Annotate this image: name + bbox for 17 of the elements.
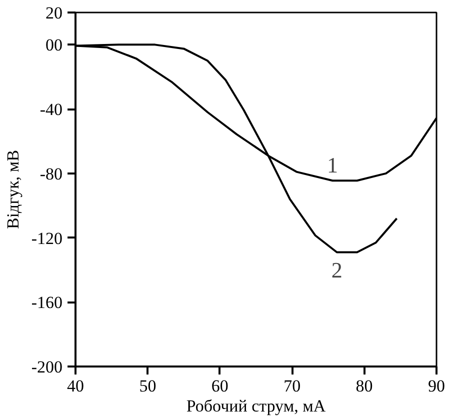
x-axis-title: Робочий струм, мА [186, 396, 326, 416]
y-tick-label: -120 [31, 228, 63, 248]
x-tick-label: 70 [284, 376, 301, 396]
series-label: 2 [331, 257, 342, 282]
y-tick-label: -80 [40, 164, 63, 184]
x-tick-label: 90 [428, 376, 445, 396]
y-axis-title: Відгук, мВ [3, 150, 22, 230]
y-tick-label: -200 [31, 358, 63, 376]
y-tick-label: -40 [40, 100, 63, 120]
y-tick-label: 20 [46, 4, 62, 22]
y-tick-label: -160 [31, 293, 63, 312]
series-label: 1 [327, 152, 338, 178]
x-tick-label: 50 [139, 376, 156, 396]
x-tick-label: 60 [211, 376, 228, 396]
x-tick-label: 40 [67, 376, 84, 396]
y-tick-label: 00 [46, 36, 62, 55]
x-tick-label: 80 [356, 376, 373, 396]
